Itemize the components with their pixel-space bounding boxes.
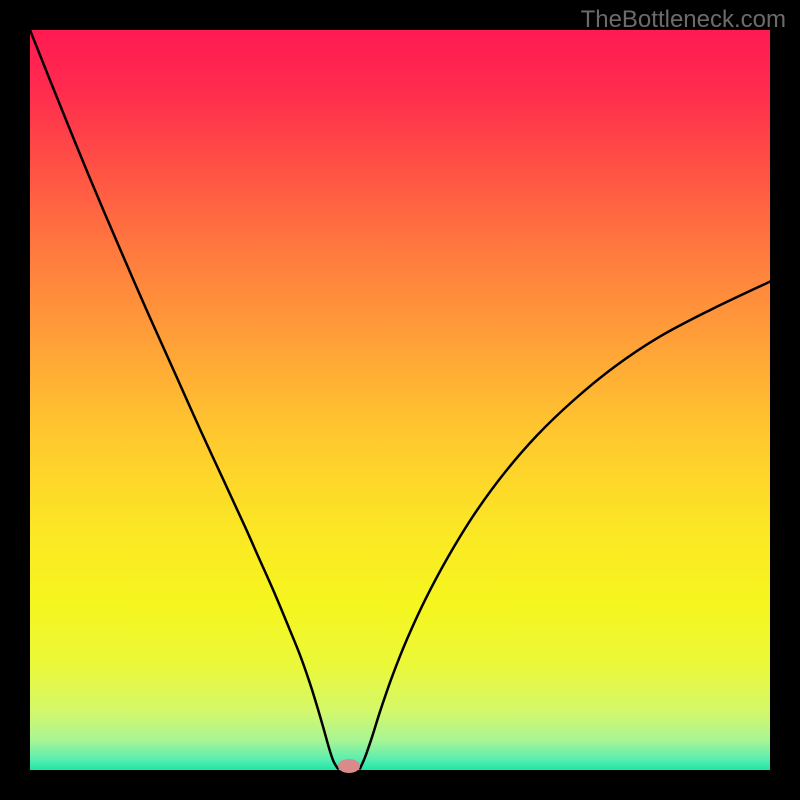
optimum-marker (338, 759, 360, 773)
chart-container: TheBottleneck.com (0, 0, 800, 800)
bottleneck-curve (30, 30, 770, 770)
plot-area (30, 30, 770, 770)
watermark-text: TheBottleneck.com (581, 6, 786, 34)
